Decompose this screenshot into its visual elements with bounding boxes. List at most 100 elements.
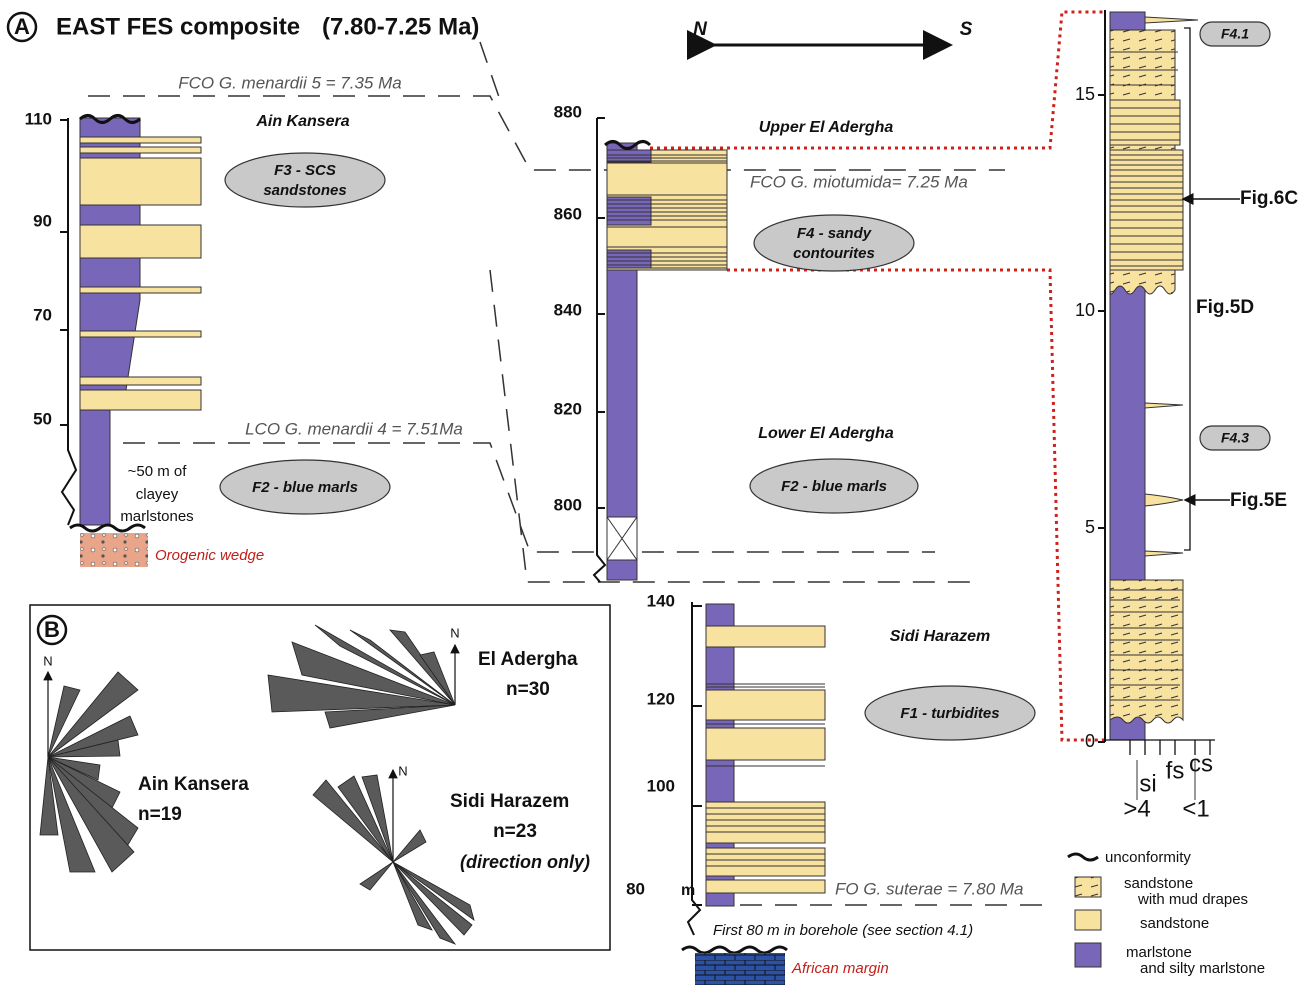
title: EAST FES composite <box>56 13 300 40</box>
sidi-harazem-section: 140 120 100 80 m Sidi Harazem F1 - turbi… <box>626 591 1035 985</box>
legend-label: unconformity <box>1105 849 1191 866</box>
rose-count: n=19 <box>138 804 182 825</box>
figure-ref: Fig.5E <box>1230 490 1287 511</box>
depth-tick: 800 <box>554 495 582 514</box>
page: A EAST FES composite (7.80-7.25 Ma) N S … <box>0 0 1312 985</box>
ain-kansera-section-path <box>60 120 68 425</box>
rose-diagram-polygon <box>393 830 426 862</box>
ain-kansera-section-rect <box>80 158 201 205</box>
ain-kansera-section-rect <box>80 147 201 153</box>
depth-tick: 110 <box>25 109 52 128</box>
ain-kansera-section-path <box>62 118 76 525</box>
legend-rect <box>1075 943 1101 967</box>
el-adergha-section-rect <box>607 197 651 225</box>
legend-label: with mud drapes <box>1137 891 1248 908</box>
el-adergha-section-ellipse <box>754 215 914 271</box>
unit: m <box>681 882 695 899</box>
detail-log-path <box>1098 95 1105 742</box>
rose-count: n=30 <box>506 679 550 700</box>
facies-label: sandstones <box>263 182 346 199</box>
facies-label: F2 - blue marls <box>781 478 887 495</box>
sidi-harazem-section-path <box>692 606 702 905</box>
rose-note: (direction only) <box>460 852 590 872</box>
legend-label: sandstone <box>1140 915 1209 932</box>
legend-label: and silty marlstone <box>1140 960 1265 977</box>
facies-label: F4 - sandy <box>797 225 872 242</box>
panel-label: B <box>44 617 60 642</box>
note: clayey <box>136 486 179 503</box>
el-adergha-section-rect <box>607 150 651 162</box>
sidi-harazem-section-rect <box>706 690 825 720</box>
note: ~50 m of <box>128 463 188 480</box>
detail-log-path <box>1145 403 1183 408</box>
panel-b: B N Ain Kansera n=19 N El Adergha n=30 N… <box>30 605 610 950</box>
grain-size-label: cs <box>1189 750 1213 777</box>
rose-diagram: N <box>40 653 138 872</box>
depth-tick: 80 <box>626 879 645 898</box>
el-adergha-section-path <box>597 118 605 508</box>
sidi-harazem-section-rect <box>706 728 825 760</box>
section-name: Ain Kansera <box>255 113 349 130</box>
panel-label: A <box>14 14 30 39</box>
el-adergha-section-rect <box>607 227 727 247</box>
panel-a-header: A EAST FES composite (7.80-7.25 Ma) N S <box>8 13 973 45</box>
legend-label: sandstone <box>1124 875 1193 892</box>
grain-size-label: >4 <box>1123 795 1150 822</box>
north-label: N <box>450 625 459 640</box>
legend-rect <box>1075 877 1101 897</box>
depth-tick: 90 <box>33 211 52 230</box>
ain-kansera-section-rect <box>80 390 201 410</box>
facies-label: F4.1 <box>1221 26 1249 42</box>
north-label: N <box>693 19 708 40</box>
figure: A EAST FES composite (7.80-7.25 Ma) N S … <box>0 0 1312 985</box>
datum-label: FCO G. miotumida= 7.25 Ma <box>750 172 968 191</box>
section-name: Upper El Adergha <box>759 119 894 136</box>
rose-count: n=23 <box>493 821 537 842</box>
south-label: S <box>960 19 973 40</box>
rose-name: Ain Kansera <box>138 774 249 795</box>
ain-kansera-section-rect <box>80 225 201 258</box>
facies-label: F2 - blue marls <box>252 479 358 496</box>
legend: unconformity sandstone with mud drapes s… <box>1068 849 1265 977</box>
datum-label: FCO G. menardii 5 = 7.35 Ma <box>178 73 401 92</box>
facies-label: F1 - turbidites <box>900 705 999 722</box>
figure-ref: Fig.6C <box>1240 188 1298 209</box>
facies-label: F4.3 <box>1221 430 1249 446</box>
rose-diagram: N <box>268 625 460 728</box>
rose-diagram-polygon <box>393 862 455 944</box>
grain-size-label: <1 <box>1182 795 1209 822</box>
detail-log-rect <box>1110 100 1180 145</box>
ain-kansera-section-path <box>70 525 145 531</box>
facies-label: F3 - SCS <box>274 162 336 179</box>
base-label: African margin <box>791 960 889 977</box>
section-name: Lower El Adergha <box>758 425 894 442</box>
detail-log-path <box>1110 580 1183 723</box>
depth-tick: 70 <box>33 305 52 324</box>
depth-tick: 820 <box>554 399 582 418</box>
depth-tick: 50 <box>33 409 52 428</box>
sidi-harazem-section-rect <box>706 880 825 893</box>
depth-tick: 0 <box>1085 731 1095 751</box>
rose-name: Sidi Harazem <box>450 791 569 812</box>
facies-label: contourites <box>793 245 875 262</box>
ain-kansera-section-rect <box>80 287 201 293</box>
ain-kansera-section-rect <box>80 137 201 143</box>
depth-tick: 840 <box>554 300 582 319</box>
sidi-harazem-section-rect <box>695 953 785 985</box>
depth-tick: 120 <box>647 689 675 708</box>
sidi-harazem-section-rect <box>706 848 825 876</box>
detail-log-path <box>1145 551 1183 556</box>
detail-log-path <box>1184 28 1190 550</box>
grain-size-label: fs <box>1166 757 1185 784</box>
depth-tick: 860 <box>554 204 582 223</box>
depth-tick: 100 <box>647 776 675 795</box>
legend-path <box>1068 854 1098 860</box>
depth-tick: 10 <box>1075 300 1095 320</box>
base-label: Orogenic wedge <box>155 547 264 564</box>
note: marlstones <box>120 508 193 525</box>
datum-label: FO G. suterae = 7.80 Ma <box>835 879 1024 898</box>
depth-tick: 5 <box>1085 517 1095 537</box>
datum-label: LCO G. menardii 4 = 7.51Ma <box>245 419 463 438</box>
north-label: N <box>398 763 407 778</box>
el-adergha-section-rect <box>607 163 727 195</box>
